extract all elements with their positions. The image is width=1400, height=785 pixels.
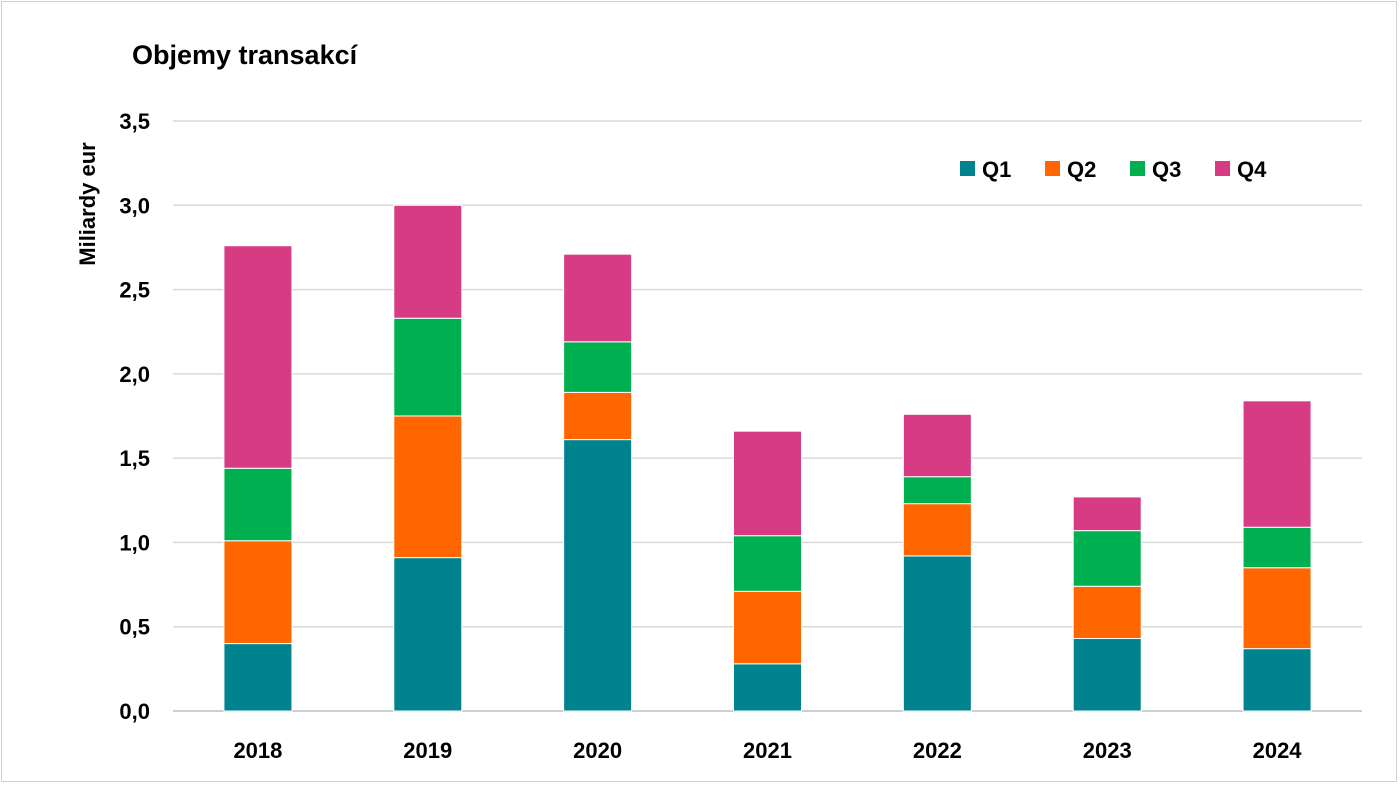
bar-segment-q2-2020 [563,391,633,441]
bar-segment-q3-2022 [902,476,972,505]
legend-label-q4: Q4 [1237,157,1267,182]
legend-swatch-q4 [1215,161,1230,176]
bar-segment-q3-2021 [733,535,802,592]
x-tick-label: 2019 [403,738,452,763]
bar-segment-q1-2020 [563,439,633,712]
bar-segment-q4-2023 [1072,496,1142,532]
bar-segment-q3-2018 [223,467,293,542]
bars [223,204,1312,712]
legend: Q1 Q2 Q3 Q4 [960,157,1267,182]
bar-segment-q1-2021 [733,663,802,712]
y-tick-label: 1,0 [119,530,150,555]
x-tick-label: 2023 [1083,738,1132,763]
bar-segment-q2-2018 [223,540,293,645]
bar-segment-q1-2022 [902,555,972,712]
y-tick-label: 2,5 [119,278,150,303]
bar-segment-q3-2023 [1072,530,1142,587]
y-tick-label: 3,5 [119,109,150,134]
y-tick-label: 2,0 [119,362,150,387]
x-tick-label: 2020 [573,738,622,763]
y-tick-label: 0,5 [119,615,150,640]
legend-label-q2: Q2 [1067,157,1096,182]
bar-segment-q4-2021 [733,430,802,537]
bar-segment-q4-2019 [393,204,463,319]
bar-segment-q3-2020 [563,341,633,393]
bar-segment-q2-2024 [1242,567,1312,650]
legend-swatch-q2 [1045,161,1060,176]
x-tick-label: 2021 [743,738,792,763]
bar-segment-q2-2023 [1072,585,1142,640]
chart-title: Objemy transakcí [132,40,358,70]
bar-segment-q4-2018 [223,245,293,469]
x-tick-label: 2024 [1253,738,1303,763]
y-tick-label: 3,0 [119,193,150,218]
bar-segment-q1-2023 [1072,638,1142,712]
bar-segment-q2-2021 [733,590,802,665]
x-tick-label: 2022 [913,738,962,763]
bar-segment-q1-2019 [393,557,463,712]
bar-segment-q2-2019 [393,415,463,559]
x-tick-labels: 2018 2019 2020 2021 2022 2023 2024 [233,738,1302,763]
bar-segment-q3-2019 [393,317,463,417]
gridlines [173,120,1362,712]
y-tick-label: 0,0 [119,699,150,724]
bar-segment-q3-2024 [1242,526,1312,569]
bar-segment-q1-2018 [223,643,293,712]
bar-segment-q4-2024 [1242,400,1312,528]
legend-label-q1: Q1 [982,157,1011,182]
y-tick-label: 1,5 [119,446,150,471]
bar-segment-q2-2022 [902,503,972,557]
legend-swatch-q1 [960,161,975,176]
y-tick-labels: 0,0 0,5 1,0 1,5 2,0 2,5 3,0 3,5 [119,109,150,724]
legend-swatch-q3 [1130,161,1145,176]
bar-segment-q1-2024 [1242,648,1312,712]
bar-segment-q4-2022 [902,413,972,478]
legend-label-q3: Q3 [1152,157,1181,182]
x-tick-label: 2018 [233,738,282,763]
bar-segment-q4-2020 [563,253,633,343]
